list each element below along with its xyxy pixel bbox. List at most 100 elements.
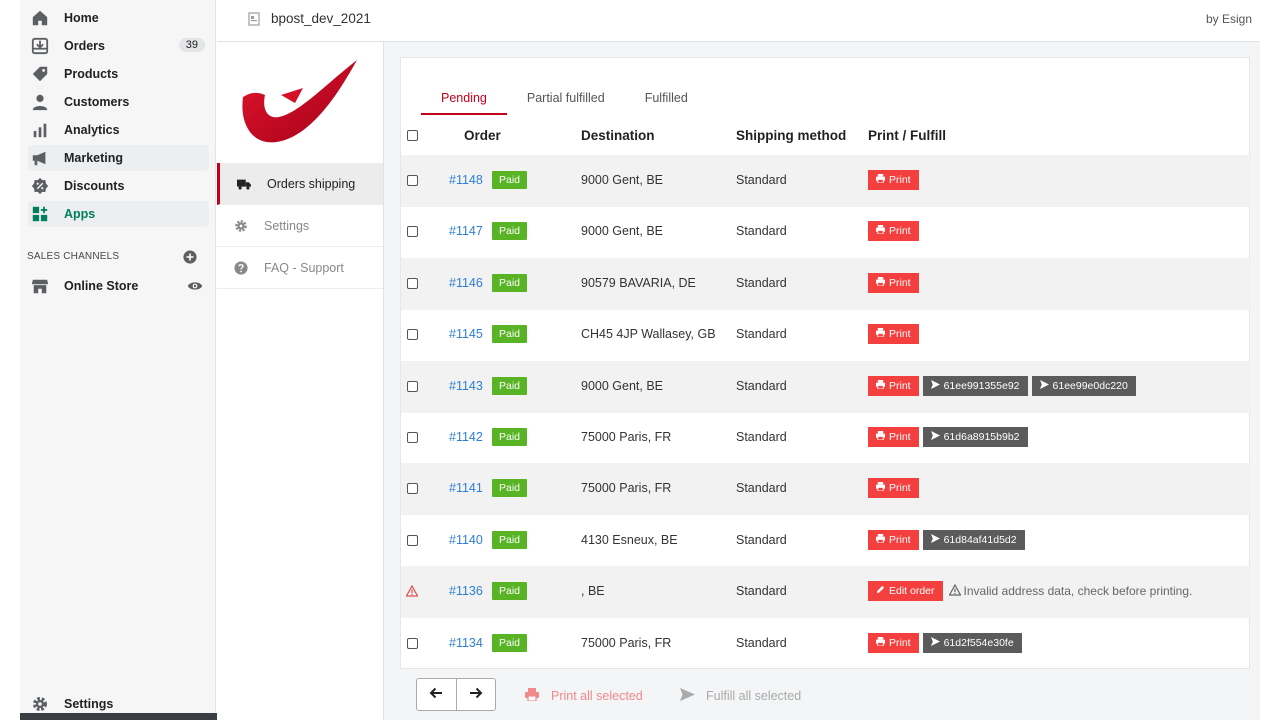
sidebar-item-label: Apps [64,207,96,221]
sidebar-item-label: Settings [64,697,114,711]
destination: 9000 Gent, BE [581,378,664,393]
print-button[interactable]: Print [868,324,919,345]
paid-badge: Paid [492,222,528,241]
bpost-logo [237,57,367,152]
order-link[interactable]: #1148 [449,173,483,187]
tab-fulfilled[interactable]: Fulfilled [644,91,688,105]
order-link[interactable]: #1141 [449,481,483,496]
tab-partial-fulfilled[interactable]: Partial fulfilled [526,91,605,105]
printer-icon [876,636,889,649]
send-icon [680,688,706,704]
row-checkbox[interactable] [407,329,418,341]
shipping-method: Standard [736,327,787,342]
sidebar-item-products[interactable]: Products [28,61,209,87]
print-button[interactable]: Print [868,221,919,242]
warning-icon [948,583,964,599]
order-link[interactable]: #1140 [449,532,483,547]
fulfill-all-label: Fulfill all selected [706,689,802,703]
nav-settings[interactable]: Settings [217,205,383,247]
browser-status-bar [20,713,280,720]
row-checkbox[interactable] [407,277,418,289]
next-page-button[interactable] [455,679,495,710]
sidebar-item-label: Products [64,67,119,81]
row-checkbox[interactable] [407,432,418,443]
paid-badge: Paid [492,479,528,498]
add-channel-icon[interactable] [183,250,197,264]
header-shipping-method: Shipping method [736,128,847,143]
print-button[interactable]: Print [868,375,919,396]
order-link[interactable]: #1136 [449,584,483,599]
nav-faq-support[interactable]: FAQ - Support [217,247,383,289]
destination: , BE [581,584,605,599]
print-all-selected-button[interactable]: Print all selected [525,688,643,704]
row-checkbox[interactable] [407,380,418,392]
order-link[interactable]: #1146 [449,275,483,290]
eye-icon[interactable] [187,278,203,294]
nav-label: FAQ - Support [264,260,344,275]
print-button[interactable]: Print [868,478,919,499]
paid-badge: Paid [492,633,528,652]
sidebar-item-orders[interactable]: Orders 39 [28,33,209,59]
select-all-checkbox[interactable] [407,130,418,141]
print-button[interactable]: Print [868,427,919,447]
row-checkbox[interactable] [407,637,418,649]
print-label: Print [889,431,911,443]
print-button[interactable]: Print [868,272,919,293]
prev-page-button[interactable] [417,679,456,710]
printer-icon [876,379,889,392]
tracking-code: 61d6a8915b9b2 [943,431,1020,443]
send-icon [1039,379,1053,392]
print-all-label: Print all selected [551,689,643,703]
fulfill-all-selected-button[interactable]: Fulfill all selected [680,688,801,704]
order-link[interactable]: #1147 [449,224,483,239]
nav-label: Orders shipping [267,176,356,191]
send-icon [930,533,944,546]
order-link[interactable]: #1134 [449,635,483,650]
sidebar-item-settings[interactable]: Settings [28,691,209,717]
tracking-button[interactable]: 61d84af41d5d2 [922,529,1025,550]
tracking-button[interactable]: 61d6a8915b9b2 [922,427,1028,447]
sidebar-item-customers[interactable]: Customers [28,89,209,115]
sidebar-item-home[interactable]: Home [28,5,209,31]
row-checkbox[interactable] [407,483,418,495]
nav-orders-shipping[interactable]: Orders shipping [217,163,383,205]
sales-channels-title: SALES CHANNELS [27,251,120,262]
discount-icon [31,177,49,195]
sidebar-item-online-store[interactable]: Online Store [28,273,209,299]
truck-icon [237,177,251,191]
tab-pending[interactable]: Pending [421,91,507,115]
order-link[interactable]: #1145 [449,327,483,342]
row-actions: Print 61d2f554e30fe [868,632,1026,653]
shipping-method: Standard [736,224,787,239]
destination: 75000 Paris, FR [581,481,672,496]
tracking-button[interactable]: 61ee991355e92 [922,375,1028,396]
apps-icon [31,205,49,223]
sidebar-item-analytics[interactable]: Analytics [28,117,209,143]
shipping-method: Standard [736,430,787,444]
print-label: Print [889,482,911,495]
printer-icon [876,328,889,340]
print-button[interactable]: Print [868,632,919,653]
row-checkbox[interactable] [407,226,418,238]
sidebar-item-marketing[interactable]: Marketing [28,145,209,171]
paid-badge: Paid [492,171,528,189]
tracking-button[interactable]: 61ee99e0dc220 [1031,375,1136,396]
order-link[interactable]: #1142 [449,430,483,444]
print-button[interactable]: Print [868,529,919,550]
sidebar-item-apps[interactable]: Apps [28,201,209,227]
printer-icon [876,431,889,443]
paid-badge: Paid [492,376,528,395]
destination: 75000 Paris, FR [581,635,672,650]
order-link[interactable]: #1143 [449,378,483,393]
edit-order-label: Edit order [889,585,935,598]
edit-order-button[interactable]: Edit order [868,581,943,602]
print-button[interactable]: Print [868,170,919,190]
shipping-method: Standard [736,584,787,599]
sidebar-item-discounts[interactable]: Discounts [28,173,209,199]
question-icon [234,260,248,275]
tracking-button[interactable]: 61d2f554e30fe [922,632,1022,653]
shipping-method: Standard [736,173,787,187]
table-row: #1134 Paid 75000 Paris, FR Standard Print 61d… [401,618,1251,670]
row-checkbox[interactable] [407,175,418,186]
row-checkbox[interactable] [407,534,418,546]
